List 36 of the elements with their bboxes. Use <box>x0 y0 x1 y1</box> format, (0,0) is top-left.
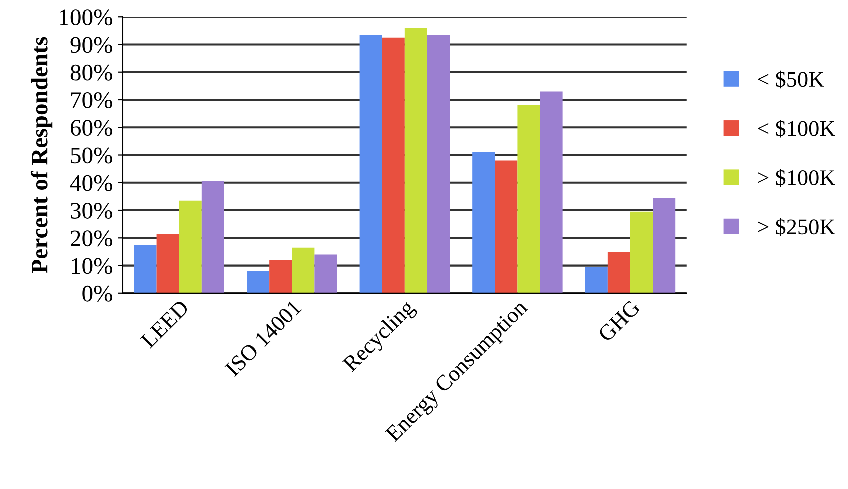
legend-label: < $50K <box>758 70 824 89</box>
bar <box>472 152 496 294</box>
y-axis-title: Percent of Respondents <box>30 37 53 274</box>
bar <box>156 234 180 294</box>
y-tick-label: 100% <box>60 10 112 26</box>
legend-label: > $100K <box>758 169 836 187</box>
y-tick-label: 20% <box>70 230 112 247</box>
y-tick-label: 50% <box>71 148 112 164</box>
bar <box>202 182 224 294</box>
bar <box>585 267 608 294</box>
bar <box>134 245 157 294</box>
bar <box>247 271 270 294</box>
bar <box>518 106 540 294</box>
bar <box>653 198 676 294</box>
bar <box>314 254 338 294</box>
bar <box>292 248 315 294</box>
legend-label: < $100K <box>758 120 836 138</box>
bar <box>179 200 202 294</box>
bar <box>404 28 428 294</box>
y-tick-label: 10% <box>72 258 112 274</box>
bar <box>608 252 630 294</box>
y-tick-label: 60% <box>70 120 112 136</box>
bar <box>495 160 518 294</box>
y-tick-label: 70% <box>72 92 112 108</box>
y-tick-label: 0% <box>82 286 112 302</box>
y-tick-label: 40% <box>70 175 112 192</box>
legend-label: > $250K <box>758 218 836 236</box>
bar <box>427 35 450 294</box>
bar <box>540 92 563 294</box>
bar <box>630 212 654 294</box>
y-tick-label: 90% <box>70 37 112 54</box>
bar <box>270 260 292 294</box>
y-tick-label: 80% <box>70 64 112 81</box>
bar <box>382 38 405 294</box>
y-tick-label: 30% <box>71 203 112 220</box>
bar <box>360 35 382 294</box>
